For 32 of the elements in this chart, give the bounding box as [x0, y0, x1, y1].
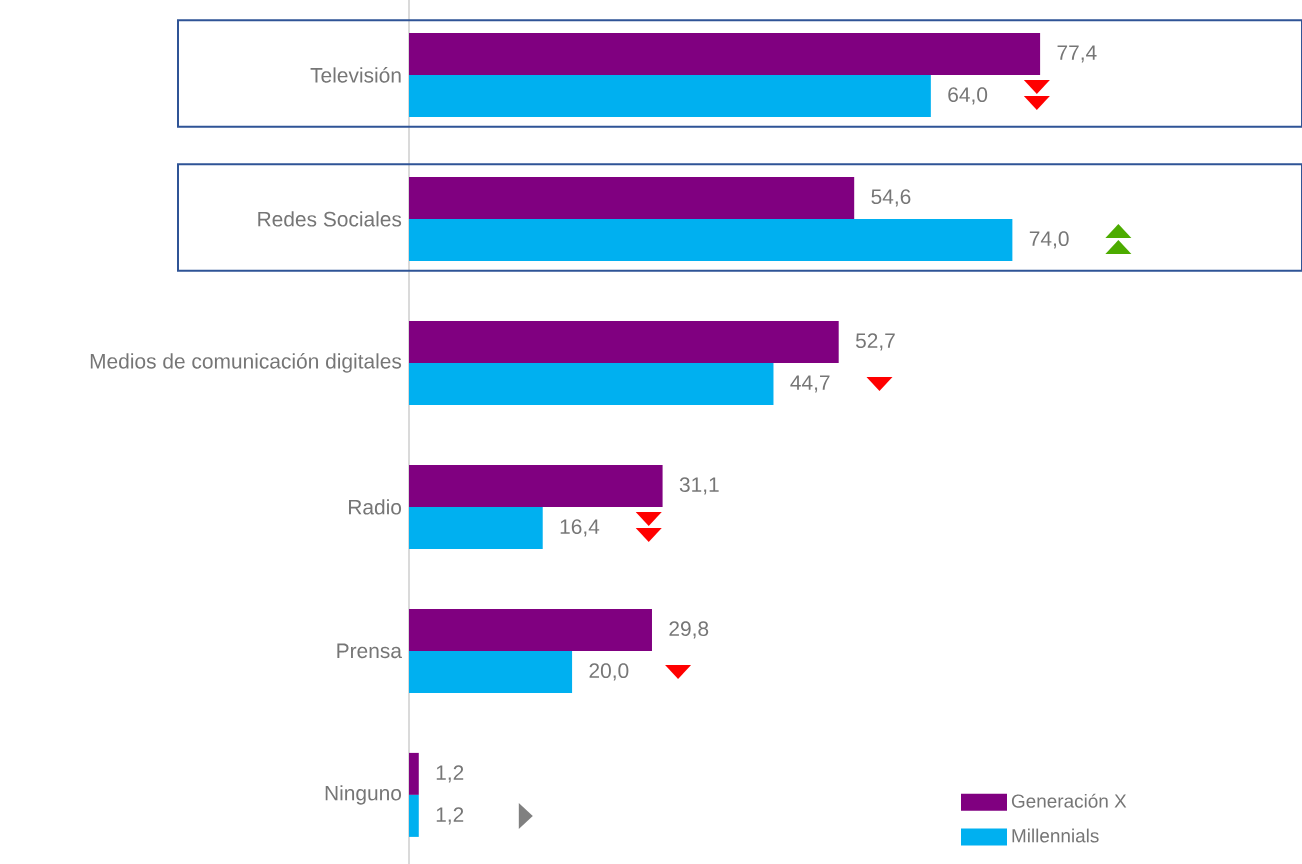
bar	[409, 608, 652, 651]
data-label: 44,7	[790, 375, 830, 393]
data-label: 52,7	[855, 333, 895, 351]
y-tick-label: Prensa	[337, 643, 402, 659]
data-label: 29,8	[669, 621, 709, 639]
bar	[409, 320, 839, 363]
y-tick-label: Ninguno	[325, 785, 402, 805]
data-label: 31,1	[679, 477, 719, 495]
data-label: 64,0	[948, 87, 988, 105]
bar	[409, 362, 774, 405]
data-label: 16,4	[560, 519, 600, 537]
data-label: 74,0	[1029, 231, 1069, 249]
data-label: 1,2	[436, 765, 464, 783]
data-label: 54,6	[871, 189, 911, 207]
y-tick-label: Redes Sociales	[258, 211, 402, 227]
bar	[409, 752, 419, 795]
bar	[409, 794, 419, 837]
data-label: 77,4	[1057, 45, 1097, 63]
bar	[409, 176, 855, 219]
bar	[409, 464, 663, 507]
bar	[409, 32, 1041, 75]
legend-label: Millennials	[1012, 828, 1099, 843]
y-tick-label: Radio	[349, 499, 402, 515]
data-label: 20,0	[589, 663, 629, 681]
legend-label: Generación X	[1011, 793, 1127, 808]
data-label: 1,2	[436, 807, 464, 825]
bar	[409, 506, 543, 549]
bar	[409, 650, 573, 693]
y-tick-label: Televisión	[310, 67, 401, 83]
y-tick-label: Medios de comunicación digitales	[90, 353, 402, 373]
bar	[409, 218, 1013, 261]
bar	[409, 74, 931, 117]
